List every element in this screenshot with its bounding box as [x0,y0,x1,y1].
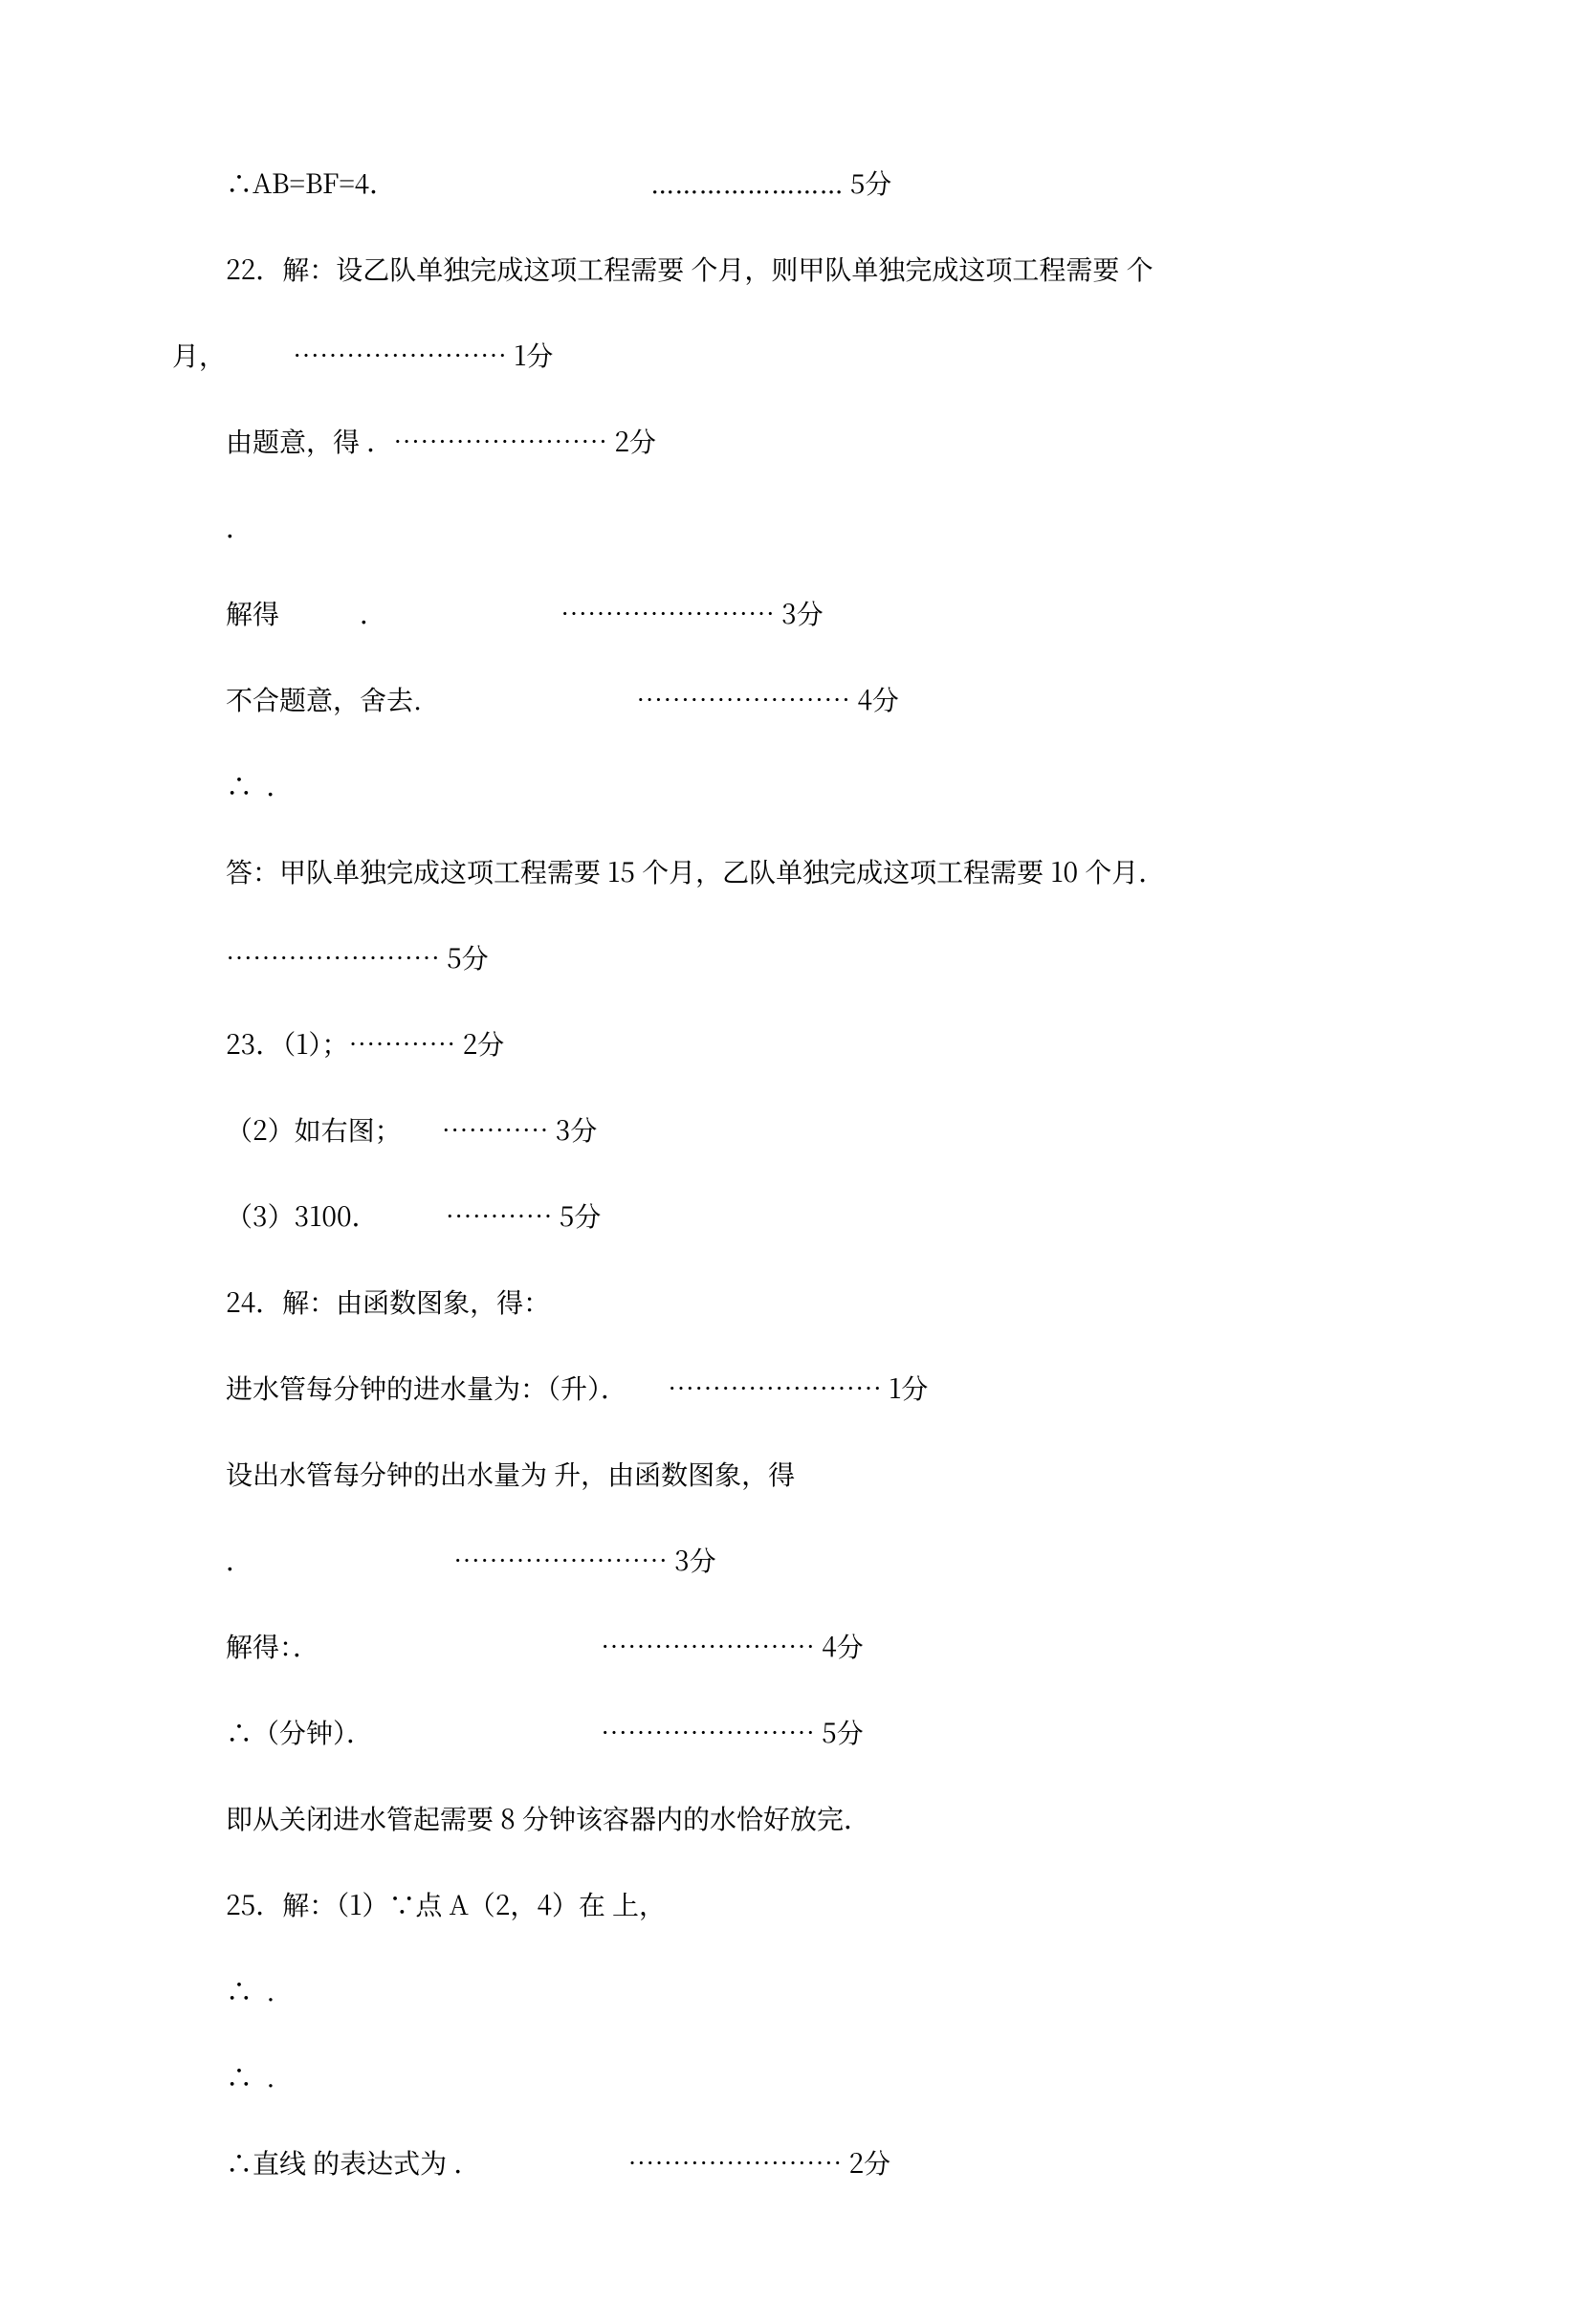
text-line: 25．解：（1）∵点 A（2，4）在 上， [172,1884,1410,1924]
text-line: 即从关闭进水管起需要 8 分钟该容器内的水恰好放完． [172,1798,1410,1838]
text-line: ∴ . [172,2056,1410,2096]
text-line: ∴AB=BF=4． …………………… 5分 [172,163,1410,203]
text-line: ∴ ． [172,765,1410,805]
text-line: 解得：． …………………… 4分 [172,1626,1410,1666]
text-line: 设出水管每分钟的出水量为 升，由函数图象，得 [172,1454,1410,1494]
text-line: 不合题意，舍去. …………………… 4分 [172,679,1410,719]
text-line: （2）如右图； ………… 3分 [172,1109,1410,1150]
text-line: ． …………………… 3分 [172,1540,1410,1580]
text-line: 答：甲队单独完成这项工程需要 15 个月，乙队单独完成这项工程需要 10 个月． [172,851,1410,891]
text-line: ． [172,507,1410,547]
text-line: …………………… 5分 [172,937,1410,977]
text-line: 23．（1）；………… 2分 [172,1023,1410,1063]
text-line: ∴直线 的表达式为 ． …………………… 2分 [172,2142,1410,2182]
text-line: 22．解：设乙队单独完成这项工程需要 个月，则甲队单独完成这项工程需要 个 [172,249,1410,289]
text-line: ∴（分钟）． …………………… 5分 [172,1712,1410,1752]
text-line: ∴ . [172,1970,1410,2010]
text-line: 进水管每分钟的进水量为：（升）． …………………… 1分 [172,1368,1410,1408]
text-line: 由题意，得 ．…………………… 2分 [172,421,1410,461]
text-line: 解得 ． …………………… 3分 [172,593,1410,633]
document-page: ∴AB=BF=4． …………………… 5分 22．解：设乙队单独完成这项工程需要… [0,0,1582,2324]
text-line: （3）3100． ………… 5分 [172,1195,1410,1236]
text-line: 24．解：由函数图象，得： [172,1282,1410,1322]
text-line: 月， …………………… 1分 [172,335,1410,375]
